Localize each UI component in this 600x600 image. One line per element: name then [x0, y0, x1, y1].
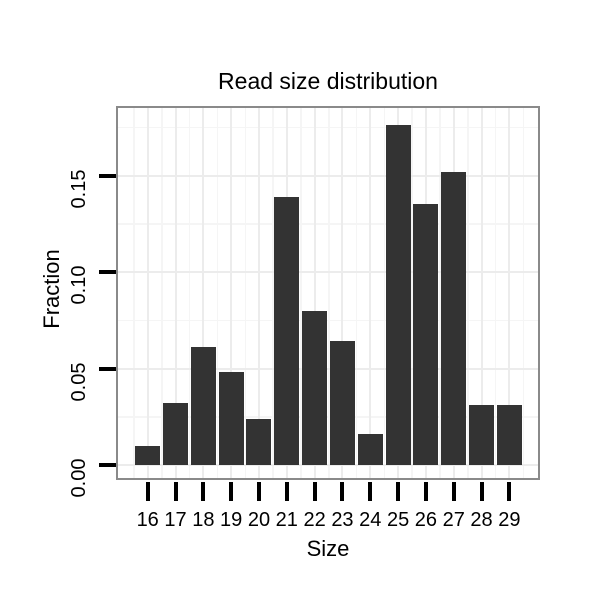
y-tick [99, 463, 116, 467]
x-tick-label: 16 [136, 509, 159, 531]
gridline-x-minor [244, 108, 247, 478]
bar-size-21 [274, 196, 300, 465]
gridline-x-minor [272, 108, 274, 478]
x-tick-label: 24 [359, 509, 382, 531]
gridline-x-minor [411, 108, 413, 478]
x-tick-label: 23 [331, 509, 354, 531]
x-axis-title: Size [306, 536, 350, 561]
gridline-x-major [313, 108, 316, 478]
bar-size-25 [385, 125, 411, 465]
gridline-x-major [202, 108, 205, 478]
gridline-x-major [341, 108, 344, 478]
gridline-y-major [118, 367, 538, 370]
gridline-x-minor [522, 108, 525, 478]
gridline-y-major [118, 271, 538, 273]
chart-title: Read size distribution [218, 68, 438, 94]
gridline-x-minor [467, 108, 469, 478]
gridline-x-minor [216, 108, 219, 478]
bar-size-22 [302, 310, 328, 465]
x-tick [284, 482, 289, 501]
gridline-x-minor [300, 108, 302, 478]
y-tick-label: 0.00 [68, 458, 90, 498]
gridline-x-major [146, 108, 149, 478]
y-tick-label: 0.15 [68, 169, 90, 208]
x-tick [479, 482, 484, 501]
gridline-y-minor [118, 223, 538, 225]
bar-size-27 [441, 171, 467, 465]
gridline-x-major [480, 108, 483, 478]
gridline-x-major [369, 108, 372, 478]
gridline-x-minor [494, 108, 497, 478]
y-tick [99, 366, 116, 371]
x-tick-label: 27 [442, 509, 465, 531]
bar-size-26 [413, 204, 439, 465]
x-tick-label: 20 [247, 509, 271, 531]
x-tick-label: 19 [220, 509, 243, 531]
x-tick [340, 482, 345, 501]
gridline-x-minor [161, 108, 163, 478]
bar-size-17 [163, 403, 189, 465]
y-tick [99, 270, 116, 274]
gridline-x-minor [383, 108, 386, 478]
gridline-x-major [508, 108, 511, 478]
bar-size-18 [190, 347, 216, 465]
gridline-y-minor [118, 416, 538, 418]
x-tick [312, 482, 317, 501]
y-axis-title: Fraction [39, 249, 64, 329]
gridline-x-major [230, 108, 233, 478]
gridline-y-minor [118, 319, 538, 322]
x-tick-label: 26 [414, 509, 438, 531]
gridline-x-minor [328, 108, 330, 478]
x-tick-label: 28 [470, 509, 493, 531]
plot-panel [116, 106, 540, 480]
bar-size-29 [496, 405, 522, 465]
bar-size-19 [218, 372, 244, 465]
bar-size-28 [469, 405, 495, 465]
x-tick [423, 482, 428, 501]
bar-size-23 [329, 341, 355, 465]
x-tick-label: 21 [275, 509, 298, 531]
gridline-x-major [257, 108, 260, 478]
x-tick [507, 482, 512, 501]
x-tick [368, 482, 373, 501]
gridline-y-minor [118, 126, 538, 129]
y-tick [99, 173, 116, 178]
x-tick [229, 482, 234, 501]
gridline-y-major [118, 174, 538, 177]
bar-size-16 [135, 445, 161, 465]
bar-size-24 [357, 434, 383, 465]
x-tick-label: 18 [192, 509, 215, 531]
x-tick [396, 482, 401, 501]
y-tick-label: 0.10 [68, 265, 90, 305]
gridline-x-major [174, 108, 177, 478]
x-tick-label: 29 [498, 509, 521, 531]
gridline-x-minor [188, 108, 191, 478]
x-tick [451, 482, 456, 501]
x-tick-label: 17 [164, 509, 187, 531]
bar-size-20 [246, 418, 272, 465]
x-tick [256, 482, 261, 501]
y-tick-label: 0.05 [68, 362, 90, 401]
x-tick [201, 482, 206, 501]
gridline-x-minor [133, 108, 135, 478]
gridline-y-major [118, 464, 538, 466]
x-tick-label: 25 [386, 509, 410, 531]
gridline-x-minor [439, 108, 441, 478]
x-tick [145, 482, 150, 501]
x-tick [173, 482, 178, 501]
x-tick-label: 22 [303, 509, 326, 531]
gridline-x-minor [355, 108, 358, 478]
